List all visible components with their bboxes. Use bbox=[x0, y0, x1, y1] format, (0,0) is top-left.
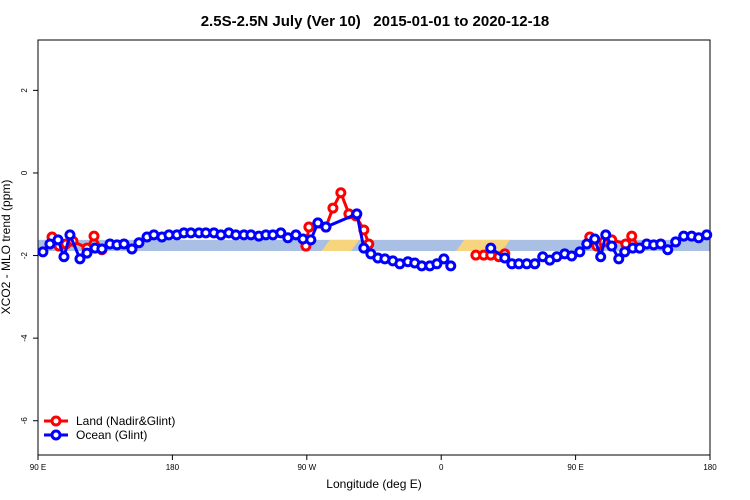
legend-label: Land (Nadir&Glint) bbox=[76, 414, 175, 428]
data-point bbox=[335, 187, 347, 199]
y-axis-label: XCO2 - MLO trend (ppm) bbox=[0, 180, 13, 315]
data-point bbox=[606, 240, 618, 252]
x-tick-label: 180 bbox=[166, 463, 180, 472]
data-point bbox=[701, 229, 713, 241]
data-point bbox=[303, 221, 315, 233]
data-point bbox=[358, 242, 370, 254]
data-point bbox=[96, 243, 108, 255]
data-point bbox=[320, 221, 332, 233]
data-point bbox=[52, 234, 64, 246]
x-tick-label: 90 E bbox=[567, 463, 583, 472]
y-tick-label: -6 bbox=[20, 417, 29, 425]
data-point bbox=[485, 242, 497, 254]
data-point bbox=[438, 253, 450, 265]
data-point bbox=[445, 260, 457, 272]
data-point bbox=[305, 234, 317, 246]
data-point bbox=[619, 246, 631, 258]
data-point bbox=[312, 217, 324, 229]
data-point bbox=[58, 251, 70, 263]
data-point bbox=[581, 238, 593, 250]
data-point bbox=[64, 229, 76, 241]
chart-title: 2.5S-2.5N July (Ver 10) 2015-01-01 to 20… bbox=[201, 13, 550, 30]
x-tick-label: 90 E bbox=[30, 463, 46, 472]
data-point bbox=[126, 243, 138, 255]
data-point bbox=[595, 251, 607, 263]
data-point bbox=[81, 247, 93, 259]
y-tick-label: 0 bbox=[20, 170, 29, 175]
legend-marker bbox=[50, 429, 62, 441]
plot-frame bbox=[37, 39, 711, 456]
data-point bbox=[327, 202, 339, 214]
data-point bbox=[275, 227, 287, 239]
data-point bbox=[662, 244, 674, 256]
legend-label: Ocean (Glint) bbox=[76, 428, 147, 442]
data-point bbox=[499, 252, 511, 264]
data-point bbox=[600, 229, 612, 241]
data-point bbox=[118, 238, 130, 250]
band-highlight bbox=[456, 239, 510, 252]
data-point bbox=[88, 230, 100, 242]
data-point bbox=[529, 258, 541, 270]
data-point bbox=[74, 253, 86, 265]
x-tick-label: 0 bbox=[439, 463, 444, 472]
y-tick-label: -4 bbox=[20, 334, 29, 342]
data-point bbox=[351, 208, 363, 220]
data-point bbox=[574, 246, 586, 258]
legend-marker bbox=[50, 415, 62, 427]
y-tick-label: -2 bbox=[20, 251, 29, 259]
y-tick-label: 2 bbox=[20, 88, 29, 93]
data-point bbox=[44, 238, 56, 250]
x-tick-label: 90 W bbox=[297, 463, 316, 472]
x-tick-label: 180 bbox=[703, 463, 717, 472]
data-point bbox=[133, 237, 145, 249]
data-point bbox=[566, 250, 578, 262]
data-point bbox=[589, 233, 601, 245]
data-point bbox=[626, 230, 638, 242]
data-point bbox=[670, 236, 682, 248]
data-point bbox=[431, 258, 443, 270]
band-highlight bbox=[321, 239, 360, 252]
data-point bbox=[37, 246, 49, 258]
x-axis-label: Longitude (deg E) bbox=[326, 477, 421, 491]
data-point bbox=[655, 238, 667, 250]
data-point bbox=[613, 253, 625, 265]
